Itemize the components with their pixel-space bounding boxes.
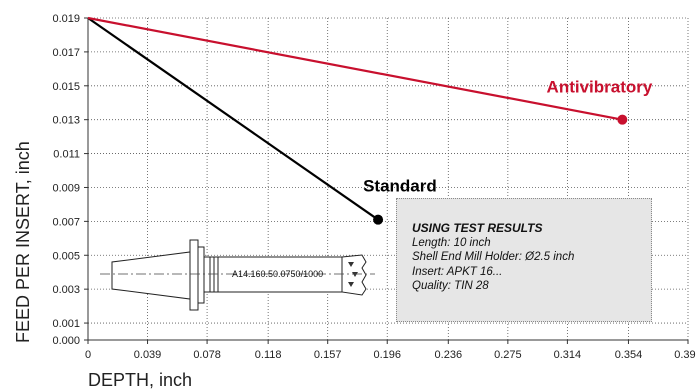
y-tick-label: 0.001	[52, 318, 80, 330]
x-tick-label: 0.118	[255, 349, 282, 361]
x-tick-label: 0	[85, 349, 91, 361]
x-tick-label: 0.393	[674, 349, 696, 361]
y-axis-label: FEED PER INSERT, inch	[13, 141, 33, 343]
note-title: USING TEST RESULTS	[412, 221, 543, 235]
x-ticks: 0 0.039 0.078 0.118 0.157 0.196 0.236 0.275 0.31…	[85, 340, 696, 361]
tool-label: A14.160.50.0750/1000	[232, 269, 323, 279]
series-label-antivibratory: Antivibratory	[547, 78, 653, 97]
x-axis-label: DEPTH, inch	[88, 370, 192, 390]
series-label-standard: Standard	[363, 177, 437, 196]
x-tick-label: 0.314	[554, 349, 582, 361]
x-tick-label: 0.275	[494, 349, 522, 361]
series-endpoint-standard	[373, 214, 384, 225]
test-results-note: USING TEST RESULTS Length: 10 inch Shell…	[396, 198, 652, 322]
series	[87, 16, 628, 225]
y-tick-label: 0.003	[52, 284, 80, 296]
y-tick-label: 0.007	[52, 216, 80, 228]
y-tick-label: 0.005	[52, 250, 80, 262]
x-tick-label: 0.157	[314, 349, 342, 361]
note-line-holder: Shell End Mill Holder: Ø2.5 inch	[412, 251, 575, 263]
y-tick-label: 0.015	[52, 81, 80, 93]
x-tick-label: 0.196	[373, 349, 401, 361]
y-tick-label: 0.011	[53, 149, 80, 161]
series-endpoint-antivibratory	[617, 114, 628, 125]
y-tick-label: 0.013	[52, 115, 80, 127]
x-tick-label: 0.039	[134, 349, 162, 361]
y-tick-label: 0.009	[52, 182, 80, 194]
y-tick-label: 0.017	[52, 47, 80, 59]
y-tick-label: 0.019	[52, 13, 80, 25]
y-ticks: 0.000 0.001 0.003 0.005 0.007 0.009 0.011 0.013…	[52, 13, 88, 347]
note-line-length: Length: 10 inch	[412, 236, 491, 249]
x-tick-label: 0.078	[193, 349, 221, 361]
y-tick-label: 0.000	[52, 335, 80, 347]
tool-taper	[111, 251, 191, 300]
series-labels: Standard Antivibratory	[363, 78, 653, 196]
tool-flange	[189, 239, 199, 311]
note-line-insert: Insert: APKT 16...	[412, 265, 503, 278]
x-tick-label: 0.354	[615, 349, 643, 361]
tool-illustration: A14.160.50.0750/1000	[100, 239, 375, 311]
series-line-standard	[87, 17, 379, 221]
note-line-quality: Quality: TIN 28	[412, 280, 489, 292]
tool-collar	[197, 246, 205, 304]
tool-inserts	[348, 262, 358, 287]
axes	[87, 18, 688, 341]
series-line-antivibratory	[87, 16, 623, 121]
x-tick-label: 0.236	[435, 349, 463, 361]
